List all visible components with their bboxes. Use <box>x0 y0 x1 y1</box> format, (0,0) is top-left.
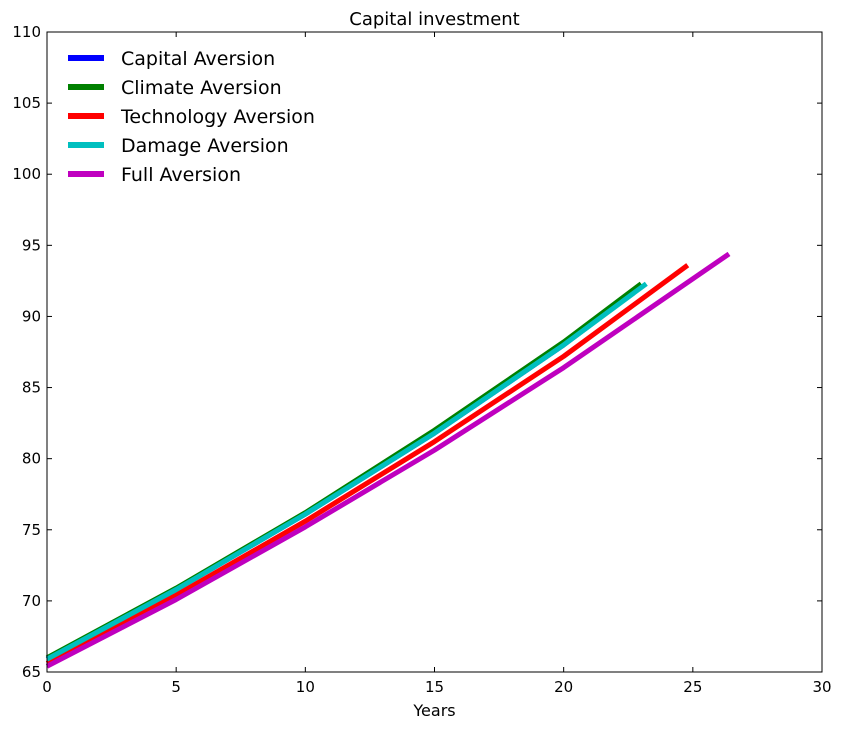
y-tick-label-4: 85 <box>22 379 41 397</box>
x-tick-label-0: 0 <box>42 678 52 696</box>
axes-layer: 0 5 10 15 20 25 30 65 70 75 80 85 90 95 100 105 110 <box>12 23 831 696</box>
x-axis-title: Years <box>412 701 455 720</box>
series-layer <box>45 251 731 669</box>
series-line-3 <box>45 281 648 662</box>
y-tick-label-1: 70 <box>22 592 41 610</box>
y-tick-label-5: 90 <box>22 307 41 325</box>
x-tick-label-5: 25 <box>683 678 702 696</box>
legend-label-0: Capital Aversion <box>121 48 275 70</box>
x-tick-label-6: 30 <box>812 678 831 696</box>
legend-label-1: Climate Aversion <box>121 77 282 99</box>
y-tick-label-6: 95 <box>22 236 41 254</box>
x-tick-label-4: 20 <box>554 678 573 696</box>
chart-title: Capital investment <box>349 9 519 30</box>
series-line-4 <box>45 251 731 669</box>
legend-label-4: Full Aversion <box>121 164 241 186</box>
y-tick-label-3: 80 <box>22 450 41 468</box>
legend: Capital Aversion Climate Aversion Technolo… <box>68 48 315 186</box>
y-tick-label-0: 65 <box>22 663 41 681</box>
y-tick-label-8: 105 <box>12 94 41 112</box>
x-tick-label-1: 5 <box>171 678 181 696</box>
x-tick-label-2: 10 <box>296 678 315 696</box>
legend-label-2: Technology Aversion <box>120 106 315 128</box>
y-tick-label-9: 110 <box>12 23 41 41</box>
series-line-2 <box>45 263 690 666</box>
y-tick-label-2: 75 <box>22 521 41 539</box>
x-tick-label-3: 15 <box>425 678 444 696</box>
y-tick-label-7: 100 <box>12 165 41 183</box>
legend-label-3: Damage Aversion <box>121 135 289 157</box>
